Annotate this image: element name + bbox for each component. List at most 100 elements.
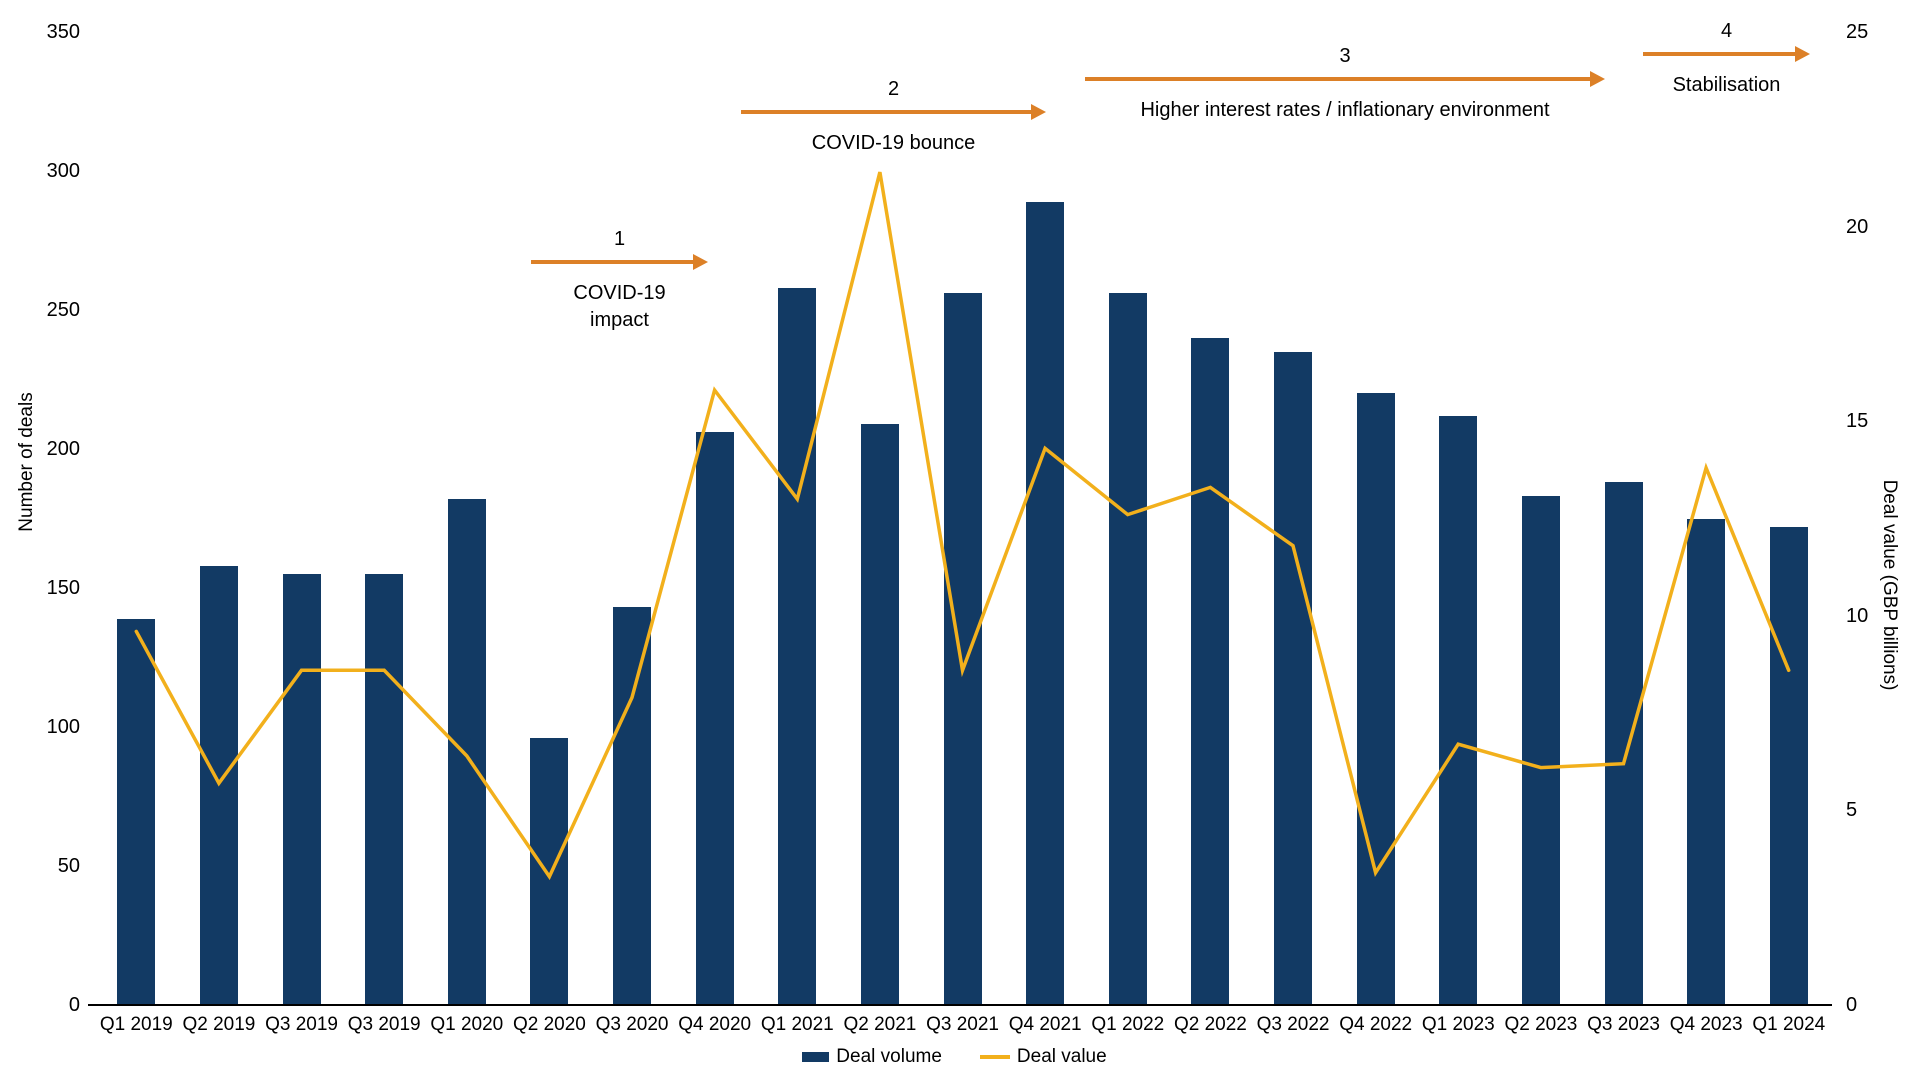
x-axis-tick-label: Q3 2023 <box>1587 1014 1661 1035</box>
bar-slot <box>591 32 674 1005</box>
x-axis-tick-label: Q3 2021 <box>926 1014 1000 1035</box>
bar-slot <box>1087 32 1170 1005</box>
deal-volume-bar <box>1191 337 1230 1005</box>
left-axis-tick-label: 50 <box>57 855 80 877</box>
x-axis-tick-label: Q4 2020 <box>678 1014 752 1035</box>
x-axis-tick-label: Q2 2022 <box>1173 1014 1247 1035</box>
left-axis-tick-label: 0 <box>68 994 80 1016</box>
legend: Deal volume Deal value <box>0 1046 1909 1068</box>
deal-volume-bar <box>1687 518 1726 1005</box>
annotation-text: Higher interest rates / inflationary env… <box>1140 99 1550 121</box>
bar-slot <box>839 32 922 1005</box>
legend-bar-swatch-icon <box>802 1052 830 1062</box>
deal-volume-bar <box>365 574 404 1005</box>
x-axis-tick-label: Q3 2019 <box>265 1014 339 1035</box>
right-axis-tick-label: 15 <box>1846 410 1869 433</box>
bar-slot <box>1748 32 1831 1005</box>
deal-volume-bar <box>1604 482 1643 1005</box>
annotation-arrowhead-icon <box>1795 46 1810 62</box>
annotation-number: 2 <box>887 78 900 100</box>
annotation-arrow <box>1085 77 1591 81</box>
legend-label: Deal value <box>1016 1046 1107 1067</box>
bar-slot <box>426 32 509 1005</box>
left-axis-tick-label: 250 <box>46 299 80 321</box>
legend-item: Deal volume <box>802 1046 942 1068</box>
x-axis-tick-label: Q2 2023 <box>1504 1014 1578 1035</box>
x-axis-tick-label: Q3 2020 <box>595 1014 669 1035</box>
deal-volume-bar <box>695 432 734 1005</box>
deal-volume-bar <box>778 287 817 1005</box>
right-axis-tick-label: 10 <box>1846 604 1869 627</box>
annotation-text: COVID-19 impact <box>573 282 666 331</box>
annotation-number: 4 <box>1720 20 1733 42</box>
right-axis-tick-label: 0 <box>1846 994 1858 1016</box>
bar-slot <box>1334 32 1417 1005</box>
bar-slot <box>343 32 426 1005</box>
bar-slot <box>921 32 1004 1005</box>
annotation-number: 1 <box>613 228 626 250</box>
annotation-arrow <box>531 260 694 264</box>
annotation-arrow <box>741 110 1032 114</box>
right-axis-title: Deal value (GBP billions) <box>1879 479 1900 691</box>
bar-slot <box>260 32 343 1005</box>
x-axis-tick-label: Q2 2020 <box>512 1014 586 1035</box>
x-axis-tick-label: Q1 2020 <box>430 1014 504 1035</box>
bar-slot <box>1417 32 1500 1005</box>
bar-slot <box>673 32 756 1005</box>
x-axis-line <box>88 1004 1832 1006</box>
x-axis-tick-label: Q1 2022 <box>1091 1014 1165 1035</box>
x-axis-tick-label: Q3 2019 <box>347 1014 421 1035</box>
x-axis-tick-label: Q4 2021 <box>1008 1014 1082 1035</box>
deal-volume-bar <box>1769 526 1808 1005</box>
deal-volume-bar <box>1026 201 1065 1005</box>
bar-slot <box>1004 32 1087 1005</box>
legend-line-swatch-icon <box>979 1055 1010 1059</box>
bar-slot <box>1169 32 1252 1005</box>
right-axis-tick-label: 5 <box>1846 799 1858 822</box>
right-axis-tick-label: 25 <box>1846 21 1869 43</box>
deal-value-line <box>134 171 1791 881</box>
deal-volume-bar <box>1356 393 1395 1005</box>
deal-volume-bar <box>1521 496 1560 1005</box>
deal-volume-bar <box>943 293 982 1005</box>
legend-item: Deal value <box>979 1046 1107 1068</box>
bar-slot <box>1582 32 1665 1005</box>
annotation-text: COVID-19 bounce <box>811 132 976 154</box>
deal-volume-bar <box>613 607 652 1005</box>
deal-volume-bar <box>282 574 321 1005</box>
left-axis-tick-label: 100 <box>46 716 80 738</box>
bar-slot <box>756 32 839 1005</box>
bar-slot <box>1665 32 1748 1005</box>
x-axis-tick-label: Q1 2021 <box>760 1014 834 1035</box>
left-axis-title: Number of deals <box>16 392 37 532</box>
deal-volume-bar <box>1108 293 1147 1005</box>
bar-slot <box>95 32 178 1005</box>
x-axis-tick-label: Q1 2019 <box>99 1014 173 1035</box>
deal-volume-bar-series <box>95 32 1830 1005</box>
left-axis-tick-label: 300 <box>46 160 80 182</box>
left-axis-tick-label: 150 <box>46 577 80 599</box>
bar-slot <box>1500 32 1583 1005</box>
right-axis-tick-label: 20 <box>1846 215 1869 238</box>
left-axis-tick-label: 350 <box>46 21 80 43</box>
deal-volume-bar <box>1439 415 1478 1005</box>
x-axis-tick-label: Q1 2023 <box>1421 1014 1495 1035</box>
x-axis-tick-label: Q2 2021 <box>843 1014 917 1035</box>
legend-label: Deal volume <box>836 1046 942 1067</box>
x-axis-tick-label: Q1 2024 <box>1752 1014 1826 1035</box>
annotation-arrowhead-icon <box>1590 71 1605 87</box>
bar-slot <box>508 32 591 1005</box>
annotation-arrow <box>1643 52 1796 56</box>
x-axis-tick-label: Q3 2022 <box>1256 1014 1330 1035</box>
annotation-arrowhead-icon <box>693 254 708 270</box>
deal-value-line-series <box>134 171 1791 881</box>
deal-volume-bar <box>1274 351 1313 1005</box>
left-axis-tick-label: 200 <box>46 438 80 460</box>
deal-volume-bar <box>860 423 899 1005</box>
x-axis-tick-label: Q2 2019 <box>182 1014 256 1035</box>
x-axis-tick-label: Q4 2022 <box>1339 1014 1413 1035</box>
deal-volume-bar <box>530 738 569 1005</box>
x-axis-tick-label: Q4 2023 <box>1669 1014 1743 1035</box>
annotation-text: Stabilisation <box>1672 74 1781 96</box>
